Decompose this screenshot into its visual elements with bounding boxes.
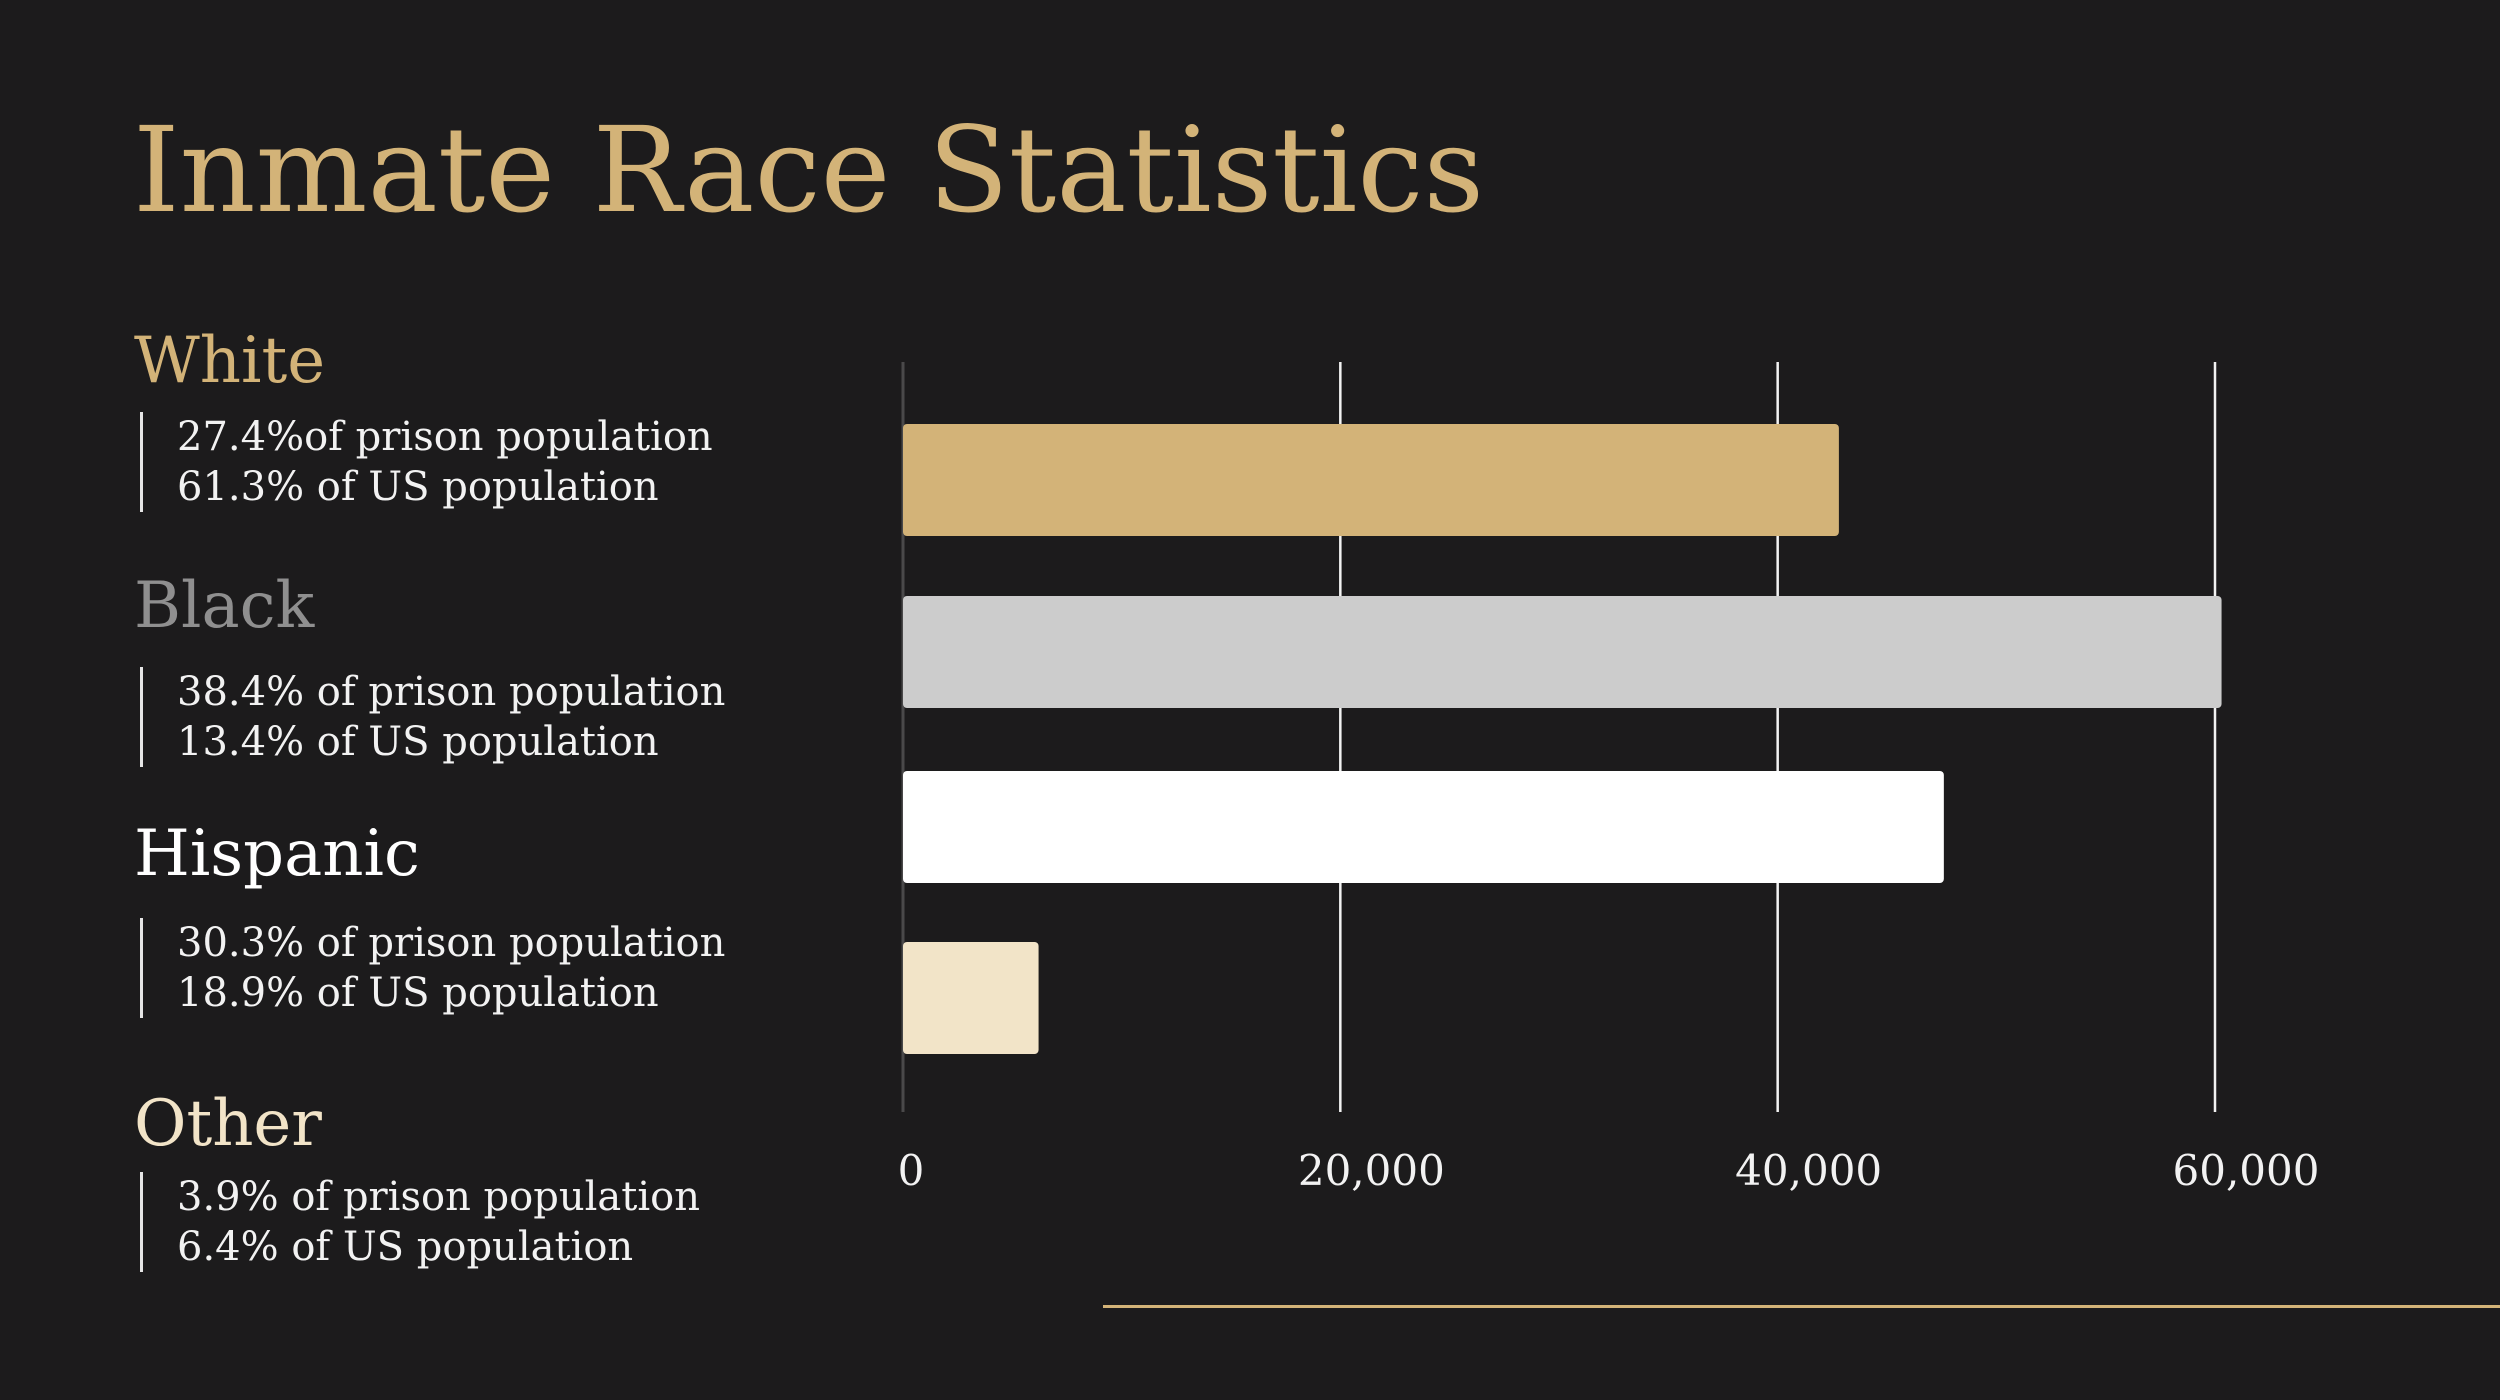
us-share-other: 6.4% of US population — [177, 1224, 634, 1270]
category-stats-black: 38.4% of prison population 13.4% of US p… — [140, 667, 725, 767]
category-name-black: Black — [134, 569, 315, 643]
x-tick-label: 20,000 — [1298, 1146, 1445, 1195]
us-share-hispanic: 18.9% of US population — [177, 970, 659, 1016]
us-share-black: 13.4% of US population — [177, 719, 659, 765]
bar-hispanic — [903, 771, 1944, 883]
prison-share-hispanic: 30.3% of prison population — [177, 920, 726, 966]
category-stats-other: 3.9% of prison population 6.4% of US pop… — [140, 1172, 700, 1272]
category-stats-white: 27.4%of prison population 61.3% of US po… — [140, 412, 713, 512]
us-share-white: 61.3% of US population — [177, 464, 659, 510]
bar-white — [903, 424, 1839, 536]
bar-black — [903, 596, 2222, 708]
page-title: Inmate Race Statistics — [133, 101, 1485, 239]
category-name-white: White — [134, 324, 326, 398]
category-stats-hispanic: 30.3% of prison population 18.9% of US p… — [140, 918, 725, 1018]
prison-share-other: 3.9% of prison population — [177, 1174, 700, 1220]
x-tick-label: 40,000 — [1735, 1146, 1882, 1195]
prison-share-black: 38.4% of prison population — [177, 669, 726, 715]
bar-other — [903, 942, 1039, 1054]
prison-share-white: 27.4%of prison population — [177, 414, 713, 460]
x-tick-label: 60,000 — [2173, 1146, 2320, 1195]
x-tick-label: 0 — [898, 1146, 925, 1195]
footer-divider — [1103, 1305, 2500, 1308]
category-name-hispanic: Hispanic — [134, 817, 420, 891]
category-name-other: Other — [134, 1087, 322, 1161]
